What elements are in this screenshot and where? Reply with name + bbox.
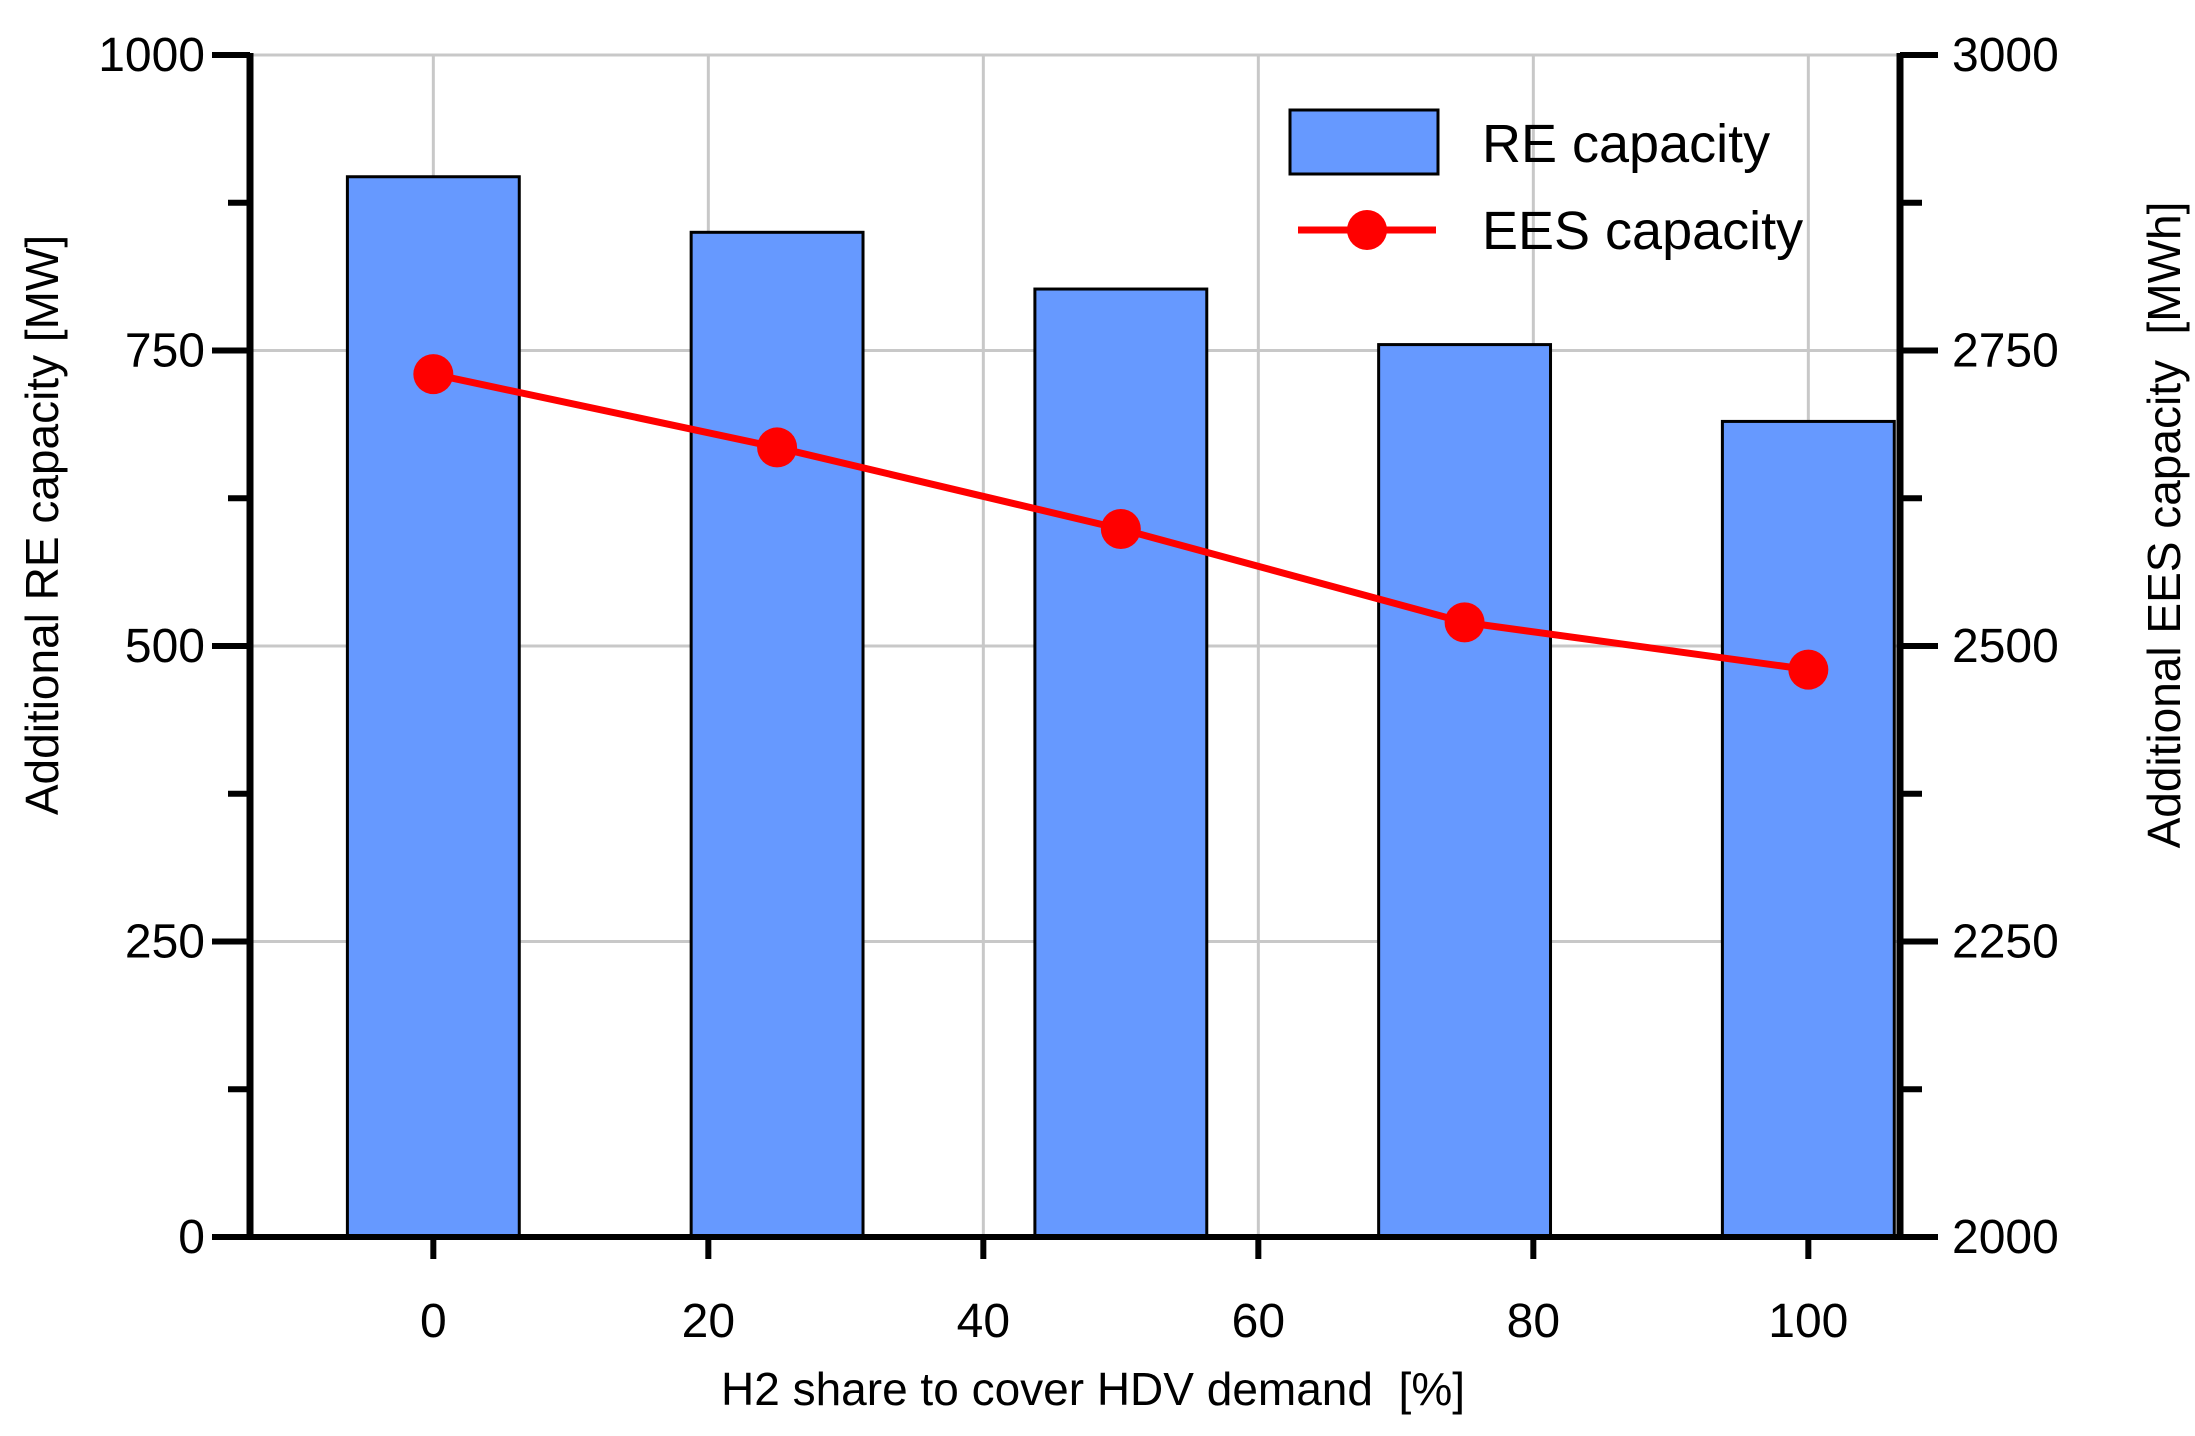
y-left-tick-label: 0 [178,1211,205,1264]
y-right-tick-label: 3000 [1952,29,2059,82]
y-right-tick-label: 2250 [1952,916,2059,969]
ees-capacity-point [1444,602,1485,643]
y-right-tick-label: 2500 [1952,620,2059,673]
bar-re-capacity [1377,343,1553,1239]
ees-capacity-point [1788,649,1829,690]
bar-re-capacity [345,175,521,1239]
y-axis-left-title: Additional RE capacity [MW] [16,235,68,815]
ees-capacity-point [413,354,454,395]
x-tick-label: 40 [957,1295,1010,1348]
ees-line-layer [413,354,1829,690]
legend-label-ees: EES capacity [1482,201,1803,261]
bars [345,175,1896,1239]
bar-re-capacity [1720,419,1896,1239]
x-tick-label: 60 [1232,1295,1285,1348]
axes [212,52,1938,1259]
y-left-tick-label: 250 [125,916,205,969]
legend-swatch-re [1288,108,1440,176]
ees-capacity-point [1100,508,1141,549]
ees-capacity-point [757,427,798,468]
bar-re-capacity [1033,287,1209,1239]
legend: RE capacity EES capacity [1288,108,1803,261]
x-tick-label: 0 [420,1295,447,1348]
y-left-tick-label: 1000 [98,29,205,82]
tick-labels: 0 20 40 60 80 1000250500750100020002250250027… [98,29,2059,1348]
y-right-tick-label: 2000 [1952,1211,2059,1264]
y-left-tick-label: 500 [125,620,205,673]
bar-re-capacity [689,230,865,1239]
x-tick-label: 20 [682,1295,735,1348]
x-axis-title: H2 share to cover HDV demand [%] [721,1363,1465,1415]
x-tick-label: 100 [1768,1295,1848,1348]
y-right-tick-label: 2750 [1952,325,2059,378]
y-left-tick-label: 750 [125,325,205,378]
y-axis-right-title: Additional EES capacity [MWh] [2138,202,2190,849]
x-tick-label: 80 [1507,1295,1560,1348]
legend-marker-ees [1347,210,1387,250]
legend-label-re: RE capacity [1482,114,1770,174]
